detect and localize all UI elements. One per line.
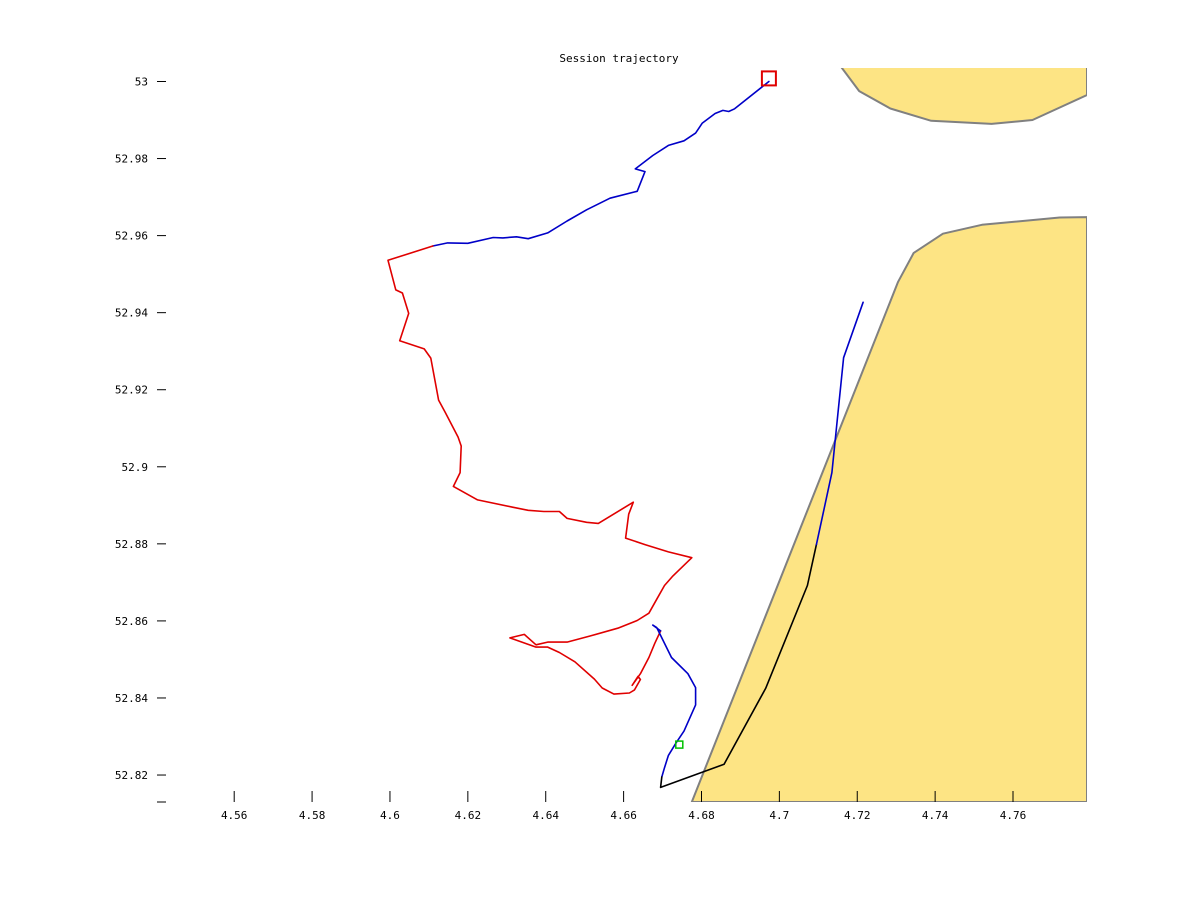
x-tick-label: 4.58	[299, 809, 326, 822]
start-marker	[675, 740, 684, 749]
y-tick-label: 52.88	[115, 538, 148, 551]
trajectory-segment-red-2	[387, 245, 693, 695]
y-tick-label: 52.98	[115, 153, 148, 166]
x-tick-label: 4.68	[688, 809, 715, 822]
x-tick-label: 4.56	[221, 809, 248, 822]
land-polygon-north-land	[840, 68, 1087, 125]
land-polygon-south-land	[690, 216, 1087, 802]
y-axis: 52.82 52.84 52.86 52.88 52.9 52.92 52.94 52.96 5…	[115, 75, 166, 803]
y-tick-label: 52.9	[122, 461, 149, 474]
trajectory-segment-black-4	[659, 543, 818, 789]
x-tick-label: 4.64	[532, 809, 559, 822]
x-axis: 4.56 4.58 4.6 4.62 4.64 4.66 4.68 4.7 4.72 4.74 4.…	[221, 791, 1026, 822]
trajectory-segment-blue-1	[431, 80, 770, 247]
x-tick-label: 4.62	[455, 809, 482, 822]
y-tick-label: 52.94	[115, 307, 148, 320]
y-tick-label: 53	[135, 75, 148, 88]
land-layer	[690, 68, 1087, 802]
x-tick-label: 4.76	[1000, 809, 1027, 822]
trajectory-segment-blue-5	[815, 301, 864, 546]
trajectory-segment-blue-3	[651, 624, 697, 778]
y-tick-label: 52.84	[115, 692, 148, 705]
y-tick-label: 52.82	[115, 769, 148, 782]
end-marker	[760, 70, 777, 87]
y-tick-label: 52.86	[115, 615, 148, 628]
x-tick-label: 4.72	[844, 809, 871, 822]
chart-title: Session trajectory	[559, 52, 679, 65]
y-tick-label: 52.96	[115, 230, 148, 243]
x-tick-label: 4.6	[380, 809, 400, 822]
marker-layer	[675, 70, 777, 749]
x-tick-label: 4.7	[769, 809, 789, 822]
series-layer	[387, 80, 864, 789]
y-tick-label: 52.92	[115, 384, 148, 397]
x-tick-label: 4.66	[610, 809, 637, 822]
x-tick-label: 4.74	[922, 809, 949, 822]
